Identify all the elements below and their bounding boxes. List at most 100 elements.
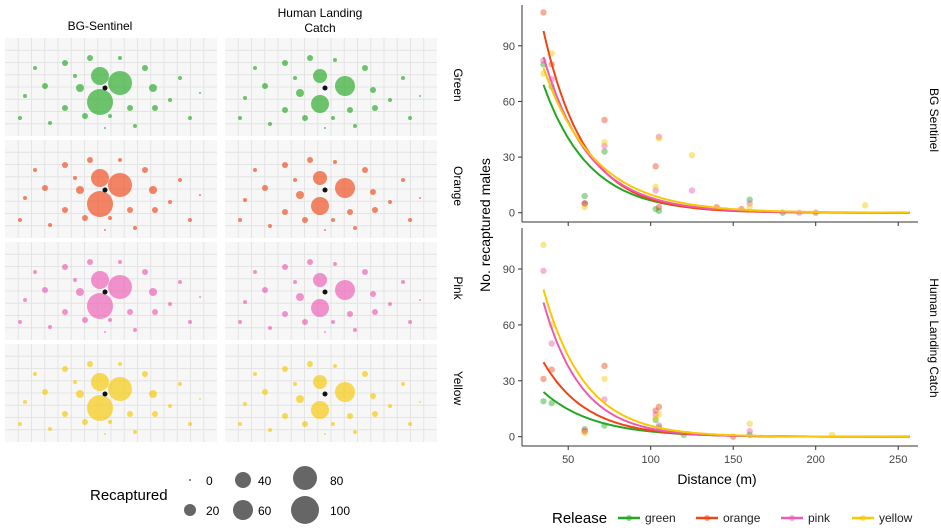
map-bubble: [296, 395, 304, 403]
x-tick-label: 200: [807, 454, 825, 466]
point-yellow: [655, 411, 663, 418]
map-bubble: [333, 262, 337, 266]
point-pink: [581, 200, 588, 207]
map-bubble: [408, 422, 412, 426]
map-bubble: [353, 328, 357, 332]
map-bubble: [293, 382, 297, 386]
map-bubble: [401, 76, 405, 80]
map-bubble: [370, 393, 376, 399]
point-yellow: [540, 241, 547, 248]
map-bubble: [87, 361, 93, 367]
map-bubble: [302, 421, 308, 427]
map-bubble: [324, 127, 326, 129]
map-cell-orange-bg-sentinel: [5, 140, 217, 238]
release-point-marker: [102, 85, 108, 91]
map-bubble: [87, 89, 113, 115]
map-bubble: [362, 65, 368, 71]
map-bubble: [142, 269, 148, 275]
map-bubble: [149, 84, 157, 92]
point-pink: [688, 187, 696, 194]
map-bubble: [302, 115, 308, 121]
map-bubble: [82, 419, 88, 425]
legend-bubble-80: [293, 466, 317, 490]
point-orange: [540, 375, 547, 383]
point-pink: [652, 187, 659, 194]
map-bubble: [362, 167, 368, 173]
point-green: [581, 192, 588, 200]
map-bubble: [91, 67, 109, 85]
point-yellow: [652, 414, 659, 422]
legend-label-20: 20: [206, 504, 220, 518]
map-bubble: [33, 270, 37, 274]
map-bubble: [268, 326, 272, 330]
map-bubble: [268, 122, 272, 126]
release-point-marker: [322, 187, 328, 193]
legend-label-40: 40: [258, 474, 272, 488]
point-orange: [652, 407, 659, 414]
map-bubble: [370, 87, 376, 93]
map-bubble: [118, 362, 122, 366]
map-bubble: [296, 293, 304, 301]
legend-label-80: 80: [330, 474, 344, 488]
release-legend-title: Release: [552, 510, 607, 527]
map-bubble: [73, 380, 77, 384]
point-yellow: [601, 139, 608, 146]
map-bubble: [42, 185, 48, 191]
map-bubble: [168, 200, 172, 204]
map-bubble: [401, 178, 405, 182]
map-bubble: [104, 229, 106, 231]
map-bubble: [87, 191, 113, 217]
map-bubble: [108, 275, 132, 299]
recapture-distance-chart: 0 30 60 90 0 30 60 90 50 100 150 200 250 No. recaptu…: [477, 5, 941, 527]
map-bubble: [262, 389, 268, 395]
y-tick-label: 30: [503, 376, 515, 388]
map-bubble: [311, 299, 329, 317]
map-bubble: [388, 302, 392, 306]
map-bubble: [152, 105, 158, 111]
row-label-pink: Pink: [451, 276, 465, 300]
map-bubble: [188, 218, 192, 222]
map-bubble: [104, 331, 106, 333]
map-bubble: [23, 196, 27, 200]
point-pink: [746, 200, 753, 207]
map-bubble: [243, 300, 247, 304]
map-bubble: [253, 66, 257, 70]
release-legend-item-green: green: [618, 511, 676, 525]
map-bubble: [87, 259, 93, 265]
map-bubble: [127, 411, 133, 417]
point-yellow: [581, 429, 588, 437]
map-bubble: [18, 320, 22, 324]
map-bubble: [324, 433, 326, 435]
map-cell-green-bg-sentinel: [5, 38, 217, 136]
map-bubble: [108, 114, 112, 118]
map-bubble: [142, 371, 148, 377]
map-bubble: [127, 309, 133, 315]
map-bubble: [262, 185, 268, 191]
map-bubble: [62, 264, 68, 270]
y-tick-label: 60: [503, 96, 515, 108]
point-orange: [540, 9, 547, 16]
map-bubble: [133, 124, 137, 128]
point-orange: [581, 200, 588, 207]
fit-line-pink: [542, 56, 910, 214]
point-yellow: [601, 375, 608, 383]
map-bubble: [293, 280, 297, 284]
map-bubble: [372, 309, 378, 315]
bubble-map-facets: BG-Sentinel Human Landing Catch Green Or…: [5, 6, 465, 442]
map-bubble: [282, 162, 288, 168]
point-green: [746, 196, 753, 203]
map-bubble: [199, 194, 201, 196]
map-bubble: [18, 422, 22, 426]
map-bubble: [238, 218, 242, 222]
y-tick-label: 60: [503, 320, 515, 332]
map-bubble: [268, 428, 272, 432]
map-bubble: [388, 404, 392, 408]
map-bubble: [311, 95, 329, 113]
map-bubble: [76, 186, 84, 194]
map-bubble: [347, 311, 353, 317]
map-bubble: [335, 76, 355, 96]
map-bubble: [62, 207, 68, 213]
column-label-human-landing-catch-line2: Catch: [304, 21, 335, 35]
map-bubble: [87, 157, 93, 163]
